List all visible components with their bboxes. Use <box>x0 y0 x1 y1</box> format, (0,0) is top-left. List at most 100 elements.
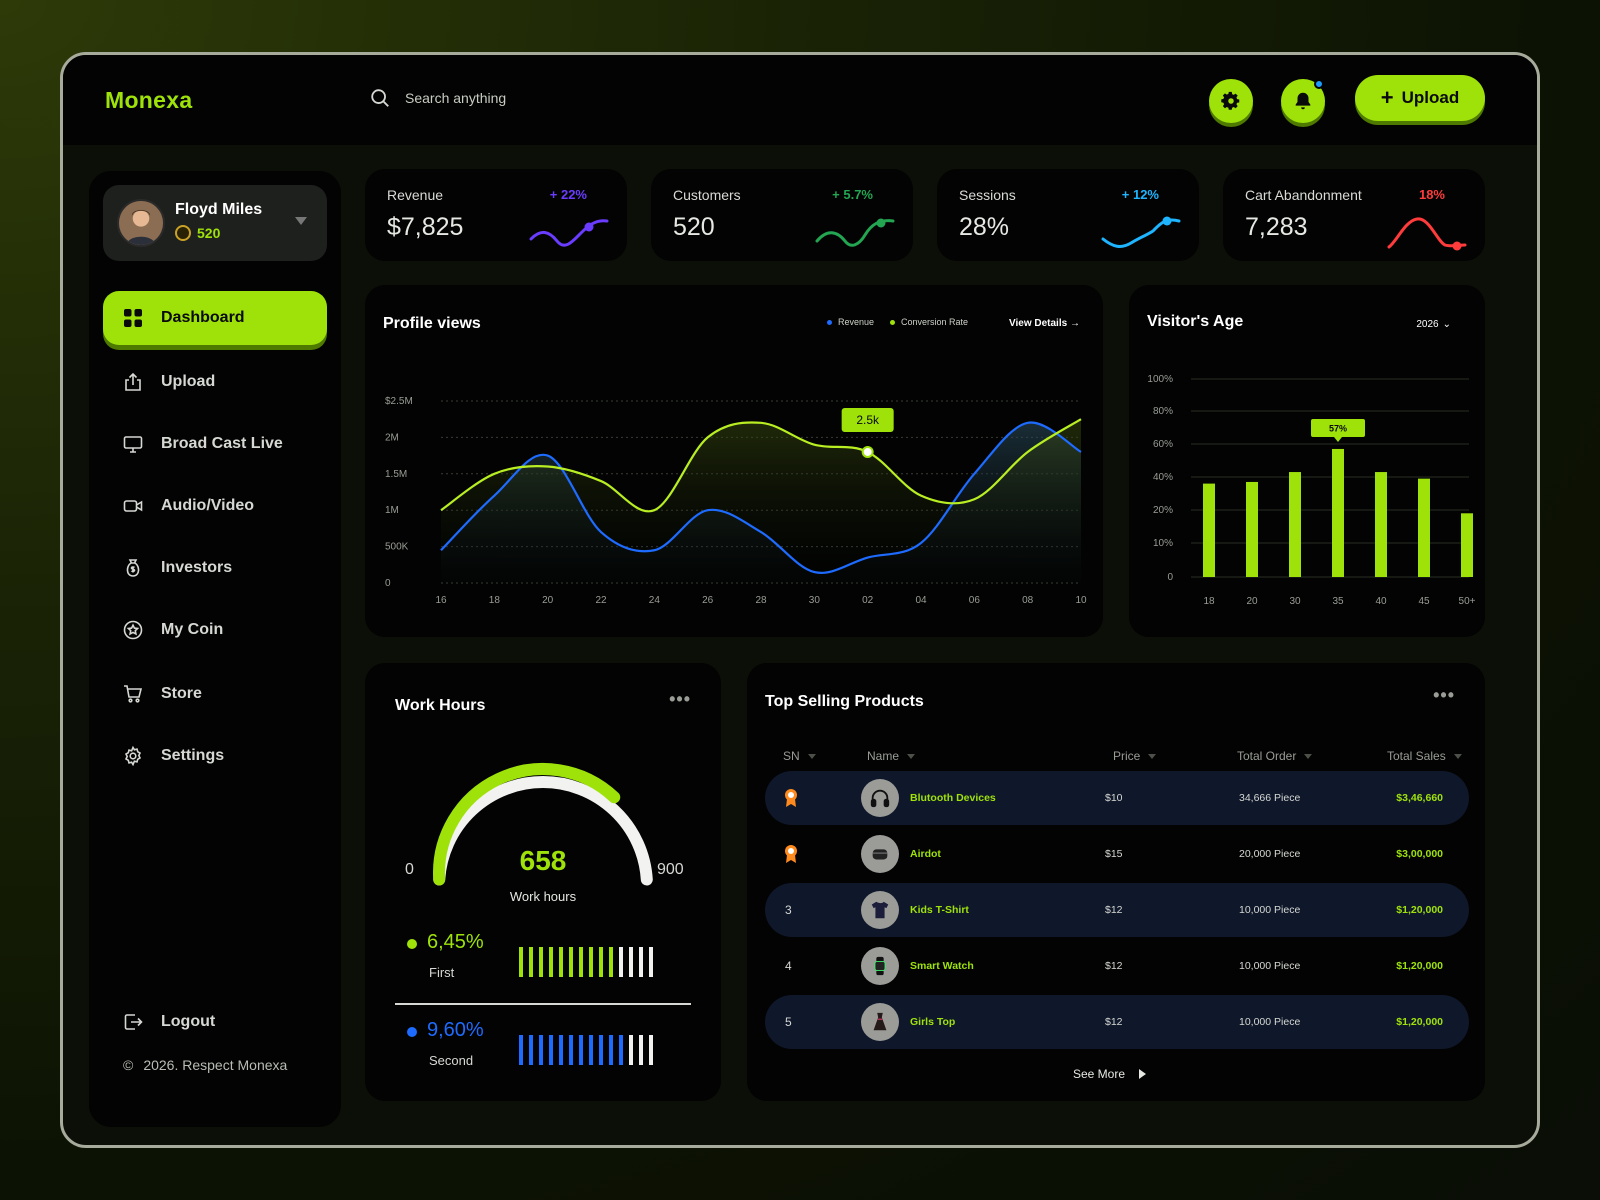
sidebar-item-my-coin[interactable]: My Coin <box>103 603 327 657</box>
legend-item-revenue: Revenue <box>827 317 874 327</box>
table-row[interactable]: 4 Smart Watch $12 10,000 Piece $1,20,000 <box>765 939 1469 993</box>
x-tick-label: 18 <box>489 595 501 606</box>
search-bar[interactable] <box>369 87 705 109</box>
progress-tick <box>519 1035 523 1065</box>
sidebar-item-label: Settings <box>161 747 225 764</box>
logout-button[interactable]: Logout <box>103 995 327 1049</box>
progress-tick <box>609 1035 613 1065</box>
bar-age-45[interactable] <box>1418 478 1430 577</box>
stat-card-cart-abandonment[interactable]: Cart Abandonment 7,283 18% <box>1223 169 1485 261</box>
sidebar-item-investors[interactable]: Investors <box>103 541 327 595</box>
column-label: Name <box>867 749 900 763</box>
legend-item-conversion-rate: Conversion Rate <box>890 317 968 327</box>
stat-label: Sessions <box>959 187 1016 203</box>
notifications-button[interactable] <box>1281 79 1325 123</box>
x-tick-label: 30 <box>1289 596 1301 607</box>
stat-value: $7,825 <box>387 213 464 241</box>
legend-dot <box>890 320 896 326</box>
sidebar-item-broadcast-live[interactable]: Broad Cast Live <box>103 417 327 471</box>
progress-tick <box>619 1035 623 1065</box>
product-sales: $3,46,660 <box>1396 792 1443 804</box>
column-header-total-sales[interactable]: Total Sales <box>1387 749 1462 763</box>
video-icon <box>123 500 143 512</box>
first-percent: 6,45% <box>427 931 484 953</box>
earbuds-case-icon <box>872 849 888 860</box>
table-row[interactable]: 5 Girls Top $12 10,000 Piece $1,20,000 <box>765 995 1469 1049</box>
series-line-revenue[interactable] <box>440 421 1082 574</box>
column-header-price[interactable]: Price <box>1113 749 1157 763</box>
bar-age-35[interactable] <box>1332 448 1344 577</box>
x-tick-label: 22 <box>595 595 607 606</box>
search-input[interactable] <box>405 90 705 106</box>
stat-card-customers[interactable]: Customers 520 + 5.7% <box>651 169 913 261</box>
progress-tick <box>609 947 613 977</box>
profile-card[interactable]: Floyd Miles 520 <box>103 185 327 261</box>
visitors-age-chart: 0 10% 20% 40% 60% 80% 100% 18 20 30 35 40 45 50+ 57% <box>1147 374 1475 607</box>
column-header-name[interactable]: Name <box>867 749 916 763</box>
year-select[interactable]: 2026 ⌄ <box>1416 319 1451 330</box>
product-name: Blutooth Devices <box>910 792 996 804</box>
progress-tick <box>539 947 543 977</box>
brand-logo[interactable]: Monexa <box>105 87 193 113</box>
column-label: SN <box>783 749 800 763</box>
plus-icon: + <box>1380 85 1394 110</box>
column-header-sn[interactable]: SN <box>783 749 816 763</box>
work-hours-title: Work Hours <box>395 697 486 714</box>
sidebar-item-audio-video[interactable]: Audio/Video <box>103 479 327 533</box>
product-thumbnail <box>861 1003 899 1041</box>
tooltip-point[interactable] <box>861 445 874 458</box>
notification-dot <box>1314 79 1324 89</box>
play-icon <box>1139 1069 1147 1079</box>
table-row[interactable]: 3 Kids T-Shirt $12 10,000 Piece $1,20,00… <box>765 883 1469 937</box>
stat-change: + 5.7% <box>832 187 873 202</box>
more-options-icon[interactable]: ••• <box>669 689 691 709</box>
logout-label: Logout <box>161 1013 216 1030</box>
logout-icon <box>124 1014 143 1030</box>
bar-age-18[interactable] <box>1203 483 1215 577</box>
sidebar-item-dashboard[interactable]: Dashboard <box>103 291 327 345</box>
sidebar-item-store[interactable]: Store <box>103 667 327 721</box>
chart-legend: Revenue Conversion Rate <box>827 317 968 327</box>
stat-label: Customers <box>673 187 741 203</box>
stat-card-sessions[interactable]: Sessions 28% + 12% <box>937 169 1199 261</box>
progress-tick <box>629 1035 633 1065</box>
chevron-down-icon[interactable] <box>295 217 307 225</box>
bar-age-40[interactable] <box>1375 472 1387 577</box>
copyright-icon: © <box>123 1057 134 1073</box>
sidebar-item-upload[interactable]: Upload <box>103 355 327 409</box>
medal-icon <box>785 789 797 807</box>
column-header-total-order[interactable]: Total Order <box>1237 749 1313 763</box>
tooltip-box <box>1311 418 1365 437</box>
upload-button[interactable]: + Upload <box>1355 75 1485 121</box>
stat-card-revenue[interactable]: Revenue $7,825 + 22% <box>365 169 627 261</box>
headphones-icon <box>870 789 890 808</box>
row-sn <box>783 827 799 881</box>
sidebar-item-settings[interactable]: Settings <box>103 729 327 783</box>
bar-age-50plus[interactable] <box>1461 513 1473 577</box>
series-line-conversion-rate[interactable] <box>440 418 1082 513</box>
bar-age-20[interactable] <box>1246 481 1258 577</box>
table-row[interactable]: Airdot $15 20,000 Piece $3,00,000 <box>765 827 1469 881</box>
search-icon <box>371 89 389 107</box>
progress-tick <box>549 1035 553 1065</box>
table-row[interactable]: Blutooth Devices $10 34,666 Piece $3,46,… <box>765 771 1469 825</box>
coin-icon <box>175 225 191 241</box>
sort-icon <box>1304 753 1313 759</box>
x-tick-label: 10 <box>1075 595 1087 606</box>
y-tick-label: $2.5M <box>385 396 413 407</box>
bar-age-30[interactable] <box>1289 472 1301 577</box>
gear-icon <box>124 746 142 766</box>
settings-button[interactable] <box>1209 79 1253 123</box>
gauge-max: 900 <box>657 861 684 878</box>
x-tick-label: 02 <box>862 595 874 606</box>
more-options-icon[interactable]: ••• <box>1433 685 1455 705</box>
y-tick-label: 0 <box>385 578 391 589</box>
stat-label: Revenue <box>387 187 444 203</box>
tooltip-box <box>841 407 894 432</box>
see-more-link[interactable]: See More <box>1073 1067 1147 1081</box>
x-tick-label: 16 <box>435 595 447 606</box>
second-label: Second <box>429 1053 474 1068</box>
view-details-link[interactable]: View Details → <box>1009 318 1080 329</box>
profile-views-chart: 0 500K 1M 1.5M 2M $2.5M 16 18 20 22 24 26 28 30 02 04 06… <box>385 396 1087 606</box>
progress-tick <box>559 947 563 977</box>
